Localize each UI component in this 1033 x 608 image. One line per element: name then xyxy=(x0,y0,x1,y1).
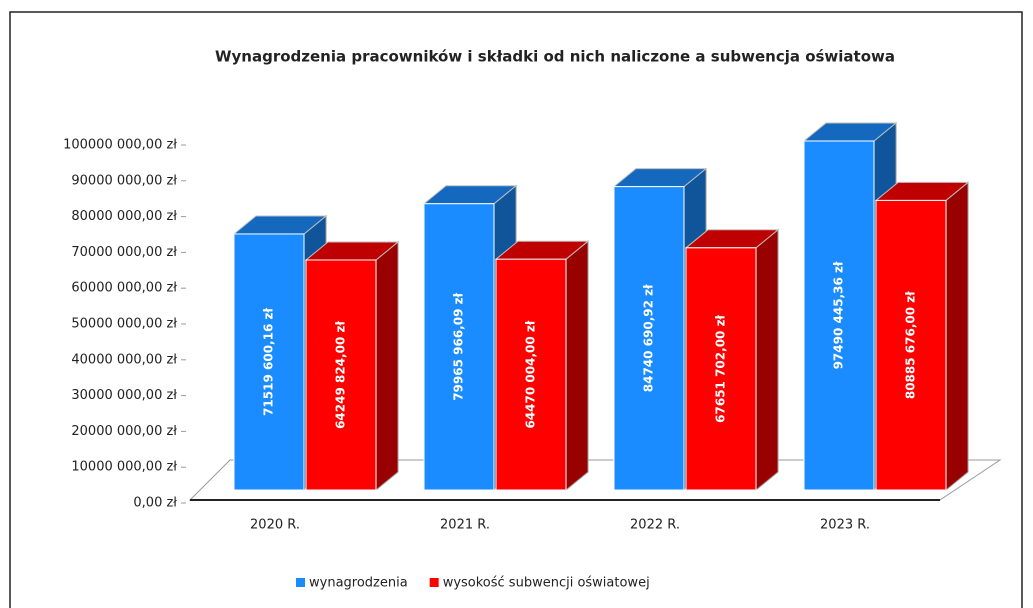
data-label: 97490 445,36 zł xyxy=(832,261,846,369)
y-tick-label: 50000 000,00 zł xyxy=(71,317,177,332)
bar xyxy=(613,186,685,491)
x-tick-label: 2022 R. xyxy=(630,518,680,533)
legend-label: wysokość subwencji oświatowej xyxy=(443,576,650,591)
bar xyxy=(495,258,567,491)
x-tick-label: 2021 R. xyxy=(440,518,490,533)
bar-side xyxy=(755,228,779,492)
legend-swatch xyxy=(296,578,305,587)
data-label: 79965 966,09 zł xyxy=(452,292,466,400)
y-tick-label: 0,00 zł xyxy=(133,496,177,511)
y-tick-label: 90000 000,00 zł xyxy=(71,173,177,188)
y-tick-label: 80000 000,00 zł xyxy=(71,209,177,224)
y-tick-label: 10000 000,00 zł xyxy=(71,460,177,475)
data-label: 71519 600,16 zł xyxy=(262,308,276,416)
bar xyxy=(305,259,377,491)
bar xyxy=(803,140,875,491)
data-label: 80885 676,00 zł xyxy=(904,291,918,399)
data-label: 67651 702,00 zł xyxy=(714,314,728,422)
bar-side xyxy=(945,181,969,492)
bar xyxy=(423,203,495,491)
y-tick-label: 100000 000,00 zł xyxy=(63,138,177,153)
bar xyxy=(685,247,757,491)
y-tick-label: 60000 000,00 zł xyxy=(71,281,177,296)
y-tick-label: 20000 000,00 zł xyxy=(71,424,177,439)
legend-label: wynagrodzenia xyxy=(309,576,408,591)
legend-swatch xyxy=(429,578,439,587)
y-tick-label: 40000 000,00 zł xyxy=(71,352,177,367)
x-tick-label: 2020 R. xyxy=(250,518,300,533)
data-label: 64470 004,00 zł xyxy=(524,320,538,428)
bar xyxy=(233,233,305,491)
x-tick-label: 2023 R. xyxy=(820,518,870,533)
data-label: 84740 690,92 zł xyxy=(642,284,656,392)
chart-title: Wynagrodzenia pracowników i składki od n… xyxy=(215,48,895,66)
bar-side xyxy=(375,240,399,492)
bar-side xyxy=(565,240,589,492)
y-tick-label: 70000 000,00 zł xyxy=(71,245,177,260)
y-tick-label: 30000 000,00 zł xyxy=(71,388,177,403)
bar xyxy=(875,199,947,491)
data-label: 64249 824,00 zł xyxy=(334,321,348,429)
